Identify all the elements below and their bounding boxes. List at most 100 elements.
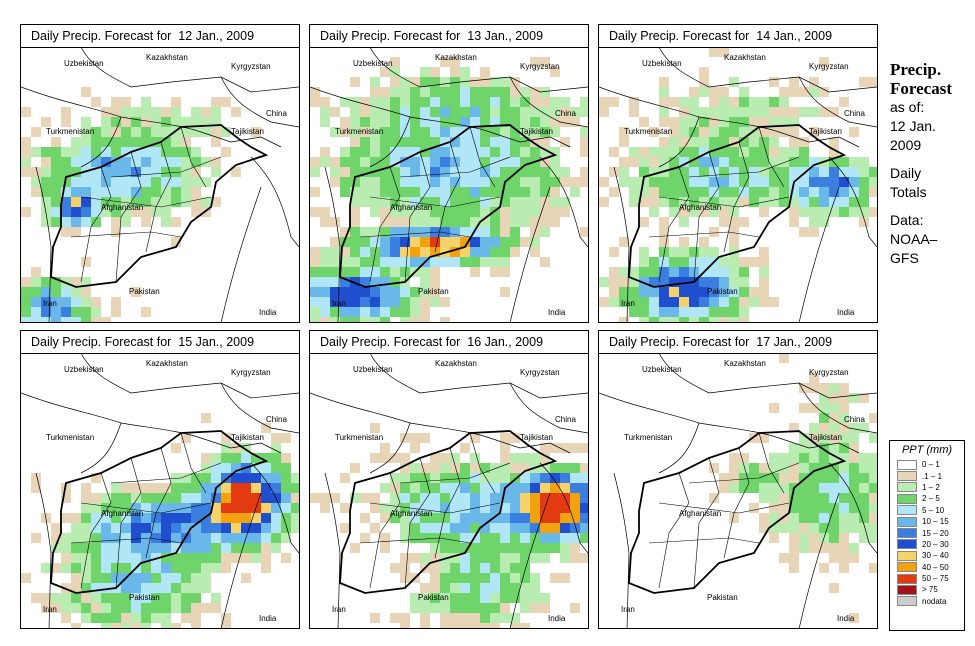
precip-cell (420, 503, 430, 513)
precip-cell (699, 117, 709, 127)
precip-cell (669, 257, 679, 267)
precip-cell (480, 207, 490, 217)
precip-cell (380, 453, 390, 463)
precip-cell (440, 523, 450, 533)
country-label-kyrgyzstan: Kyrgyzstan (520, 62, 560, 71)
precip-cell (530, 237, 540, 247)
precip-cell (141, 307, 151, 317)
precip-cell (729, 157, 739, 167)
precip-cell (759, 297, 769, 307)
precip-cell (510, 157, 520, 167)
precip-cell (430, 117, 440, 127)
precip-cell (470, 97, 480, 107)
precip-cell (699, 247, 709, 257)
precip-cell (51, 167, 61, 177)
precip-cell (749, 157, 759, 167)
precip-cell (450, 513, 460, 523)
precip-cell (540, 137, 550, 147)
precip-cell (360, 513, 370, 523)
precip-cell (679, 137, 689, 147)
precip-cell (430, 543, 440, 553)
precip-cell (410, 227, 420, 237)
precip-cell (181, 177, 191, 187)
precip-cell (739, 297, 749, 307)
precip-cell (460, 533, 470, 543)
precip-cell (131, 553, 141, 563)
precip-cell (350, 267, 360, 277)
precip-cell (370, 287, 380, 297)
precip-cell (819, 207, 829, 217)
precip-cell (31, 267, 41, 277)
precip-cell (370, 177, 380, 187)
precip-cell (460, 167, 470, 177)
precip-cell (430, 107, 440, 117)
precip-cell (390, 107, 400, 117)
precip-cell (91, 307, 101, 317)
precip-cell (460, 593, 470, 603)
precip-cell (550, 443, 560, 453)
precip-cell (659, 287, 669, 297)
precip-cell (649, 147, 659, 157)
precip-cell (839, 403, 849, 413)
precip-cell (101, 187, 111, 197)
precip-cell (161, 217, 171, 227)
precip-cell (400, 207, 410, 217)
precip-cell (91, 147, 101, 157)
precip-cell (71, 533, 81, 543)
precip-cell (81, 533, 91, 543)
precip-cell (490, 583, 500, 593)
precip-cell (849, 197, 859, 207)
precip-cell (171, 493, 181, 503)
precip-cell (450, 227, 460, 237)
legend-swatch (897, 596, 917, 607)
precip-cell (370, 613, 380, 623)
precip-cell (510, 503, 520, 513)
precip-cell (141, 197, 151, 207)
precip-cell (829, 553, 839, 563)
precip-cell (31, 277, 41, 287)
precip-cell (550, 533, 560, 543)
precip-cell (161, 117, 171, 127)
precip-cell (191, 493, 201, 503)
precip-cell (171, 483, 181, 493)
precip-cell (201, 207, 211, 217)
legend-label: 10 – 15 (922, 517, 949, 527)
precip-cell (629, 177, 639, 187)
precip-cell (440, 483, 450, 493)
precip-cell (380, 503, 390, 513)
precip-cell (779, 513, 789, 523)
precip-cell (560, 97, 570, 107)
precip-cell (360, 257, 370, 267)
country-label-india: India (548, 614, 566, 623)
precip-cell (809, 77, 819, 87)
precip-cell (91, 543, 101, 553)
precip-cell (609, 247, 619, 257)
precip-cell (101, 533, 111, 543)
precip-cell (500, 97, 510, 107)
precip-cell (829, 473, 839, 483)
precip-cell (91, 167, 101, 177)
precip-cell (460, 247, 470, 257)
precip-cell (669, 307, 679, 317)
precip-cell (131, 207, 141, 217)
precip-cell (719, 127, 729, 137)
precip-cell (101, 117, 111, 127)
precip-cell (839, 483, 849, 493)
precip-cell (410, 317, 420, 322)
precip-cell (719, 257, 729, 267)
precip-cell (859, 423, 869, 433)
precip-cell (779, 553, 789, 563)
legend-label: 20 – 30 (922, 539, 949, 549)
precip-cell (709, 287, 719, 297)
precip-cell (131, 147, 141, 157)
precip-cell (390, 307, 400, 317)
precip-cell (111, 593, 121, 603)
precip-cell (181, 433, 191, 443)
precip-cell (350, 197, 360, 207)
precip-cell (380, 317, 390, 322)
precip-cell (201, 553, 211, 563)
precip-cell (510, 533, 520, 543)
precip-cell (161, 137, 171, 147)
precip-cell (360, 127, 370, 137)
precip-cell (490, 523, 500, 533)
